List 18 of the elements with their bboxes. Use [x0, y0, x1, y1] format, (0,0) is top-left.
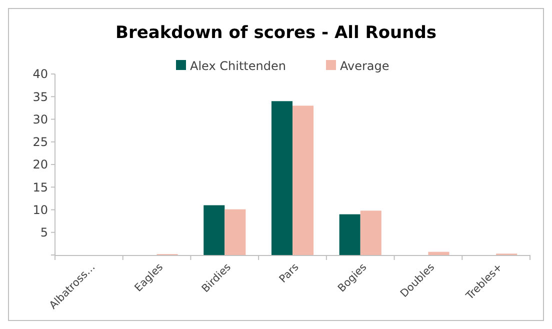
bar	[292, 106, 314, 255]
y-tick-label: 5	[40, 226, 48, 240]
bar	[360, 210, 382, 255]
legend-label: Alex Chittenden	[190, 59, 286, 74]
bar	[224, 209, 246, 255]
chart-title: Breakdown of scores - All Rounds	[115, 23, 437, 43]
bar	[204, 205, 225, 255]
y-tick-label: 15	[32, 180, 48, 194]
bar	[271, 101, 292, 255]
bar	[339, 214, 360, 255]
y-tick-label: 30	[32, 112, 48, 126]
y-tick-label: 25	[32, 135, 48, 150]
y-tick-label: 10	[32, 202, 48, 217]
bar	[428, 252, 450, 255]
y-tick-label: 35	[32, 90, 48, 104]
y-tick-label: 20	[32, 158, 48, 172]
legend-label: Average	[340, 59, 390, 74]
y-tick-label: 40	[32, 67, 48, 82]
